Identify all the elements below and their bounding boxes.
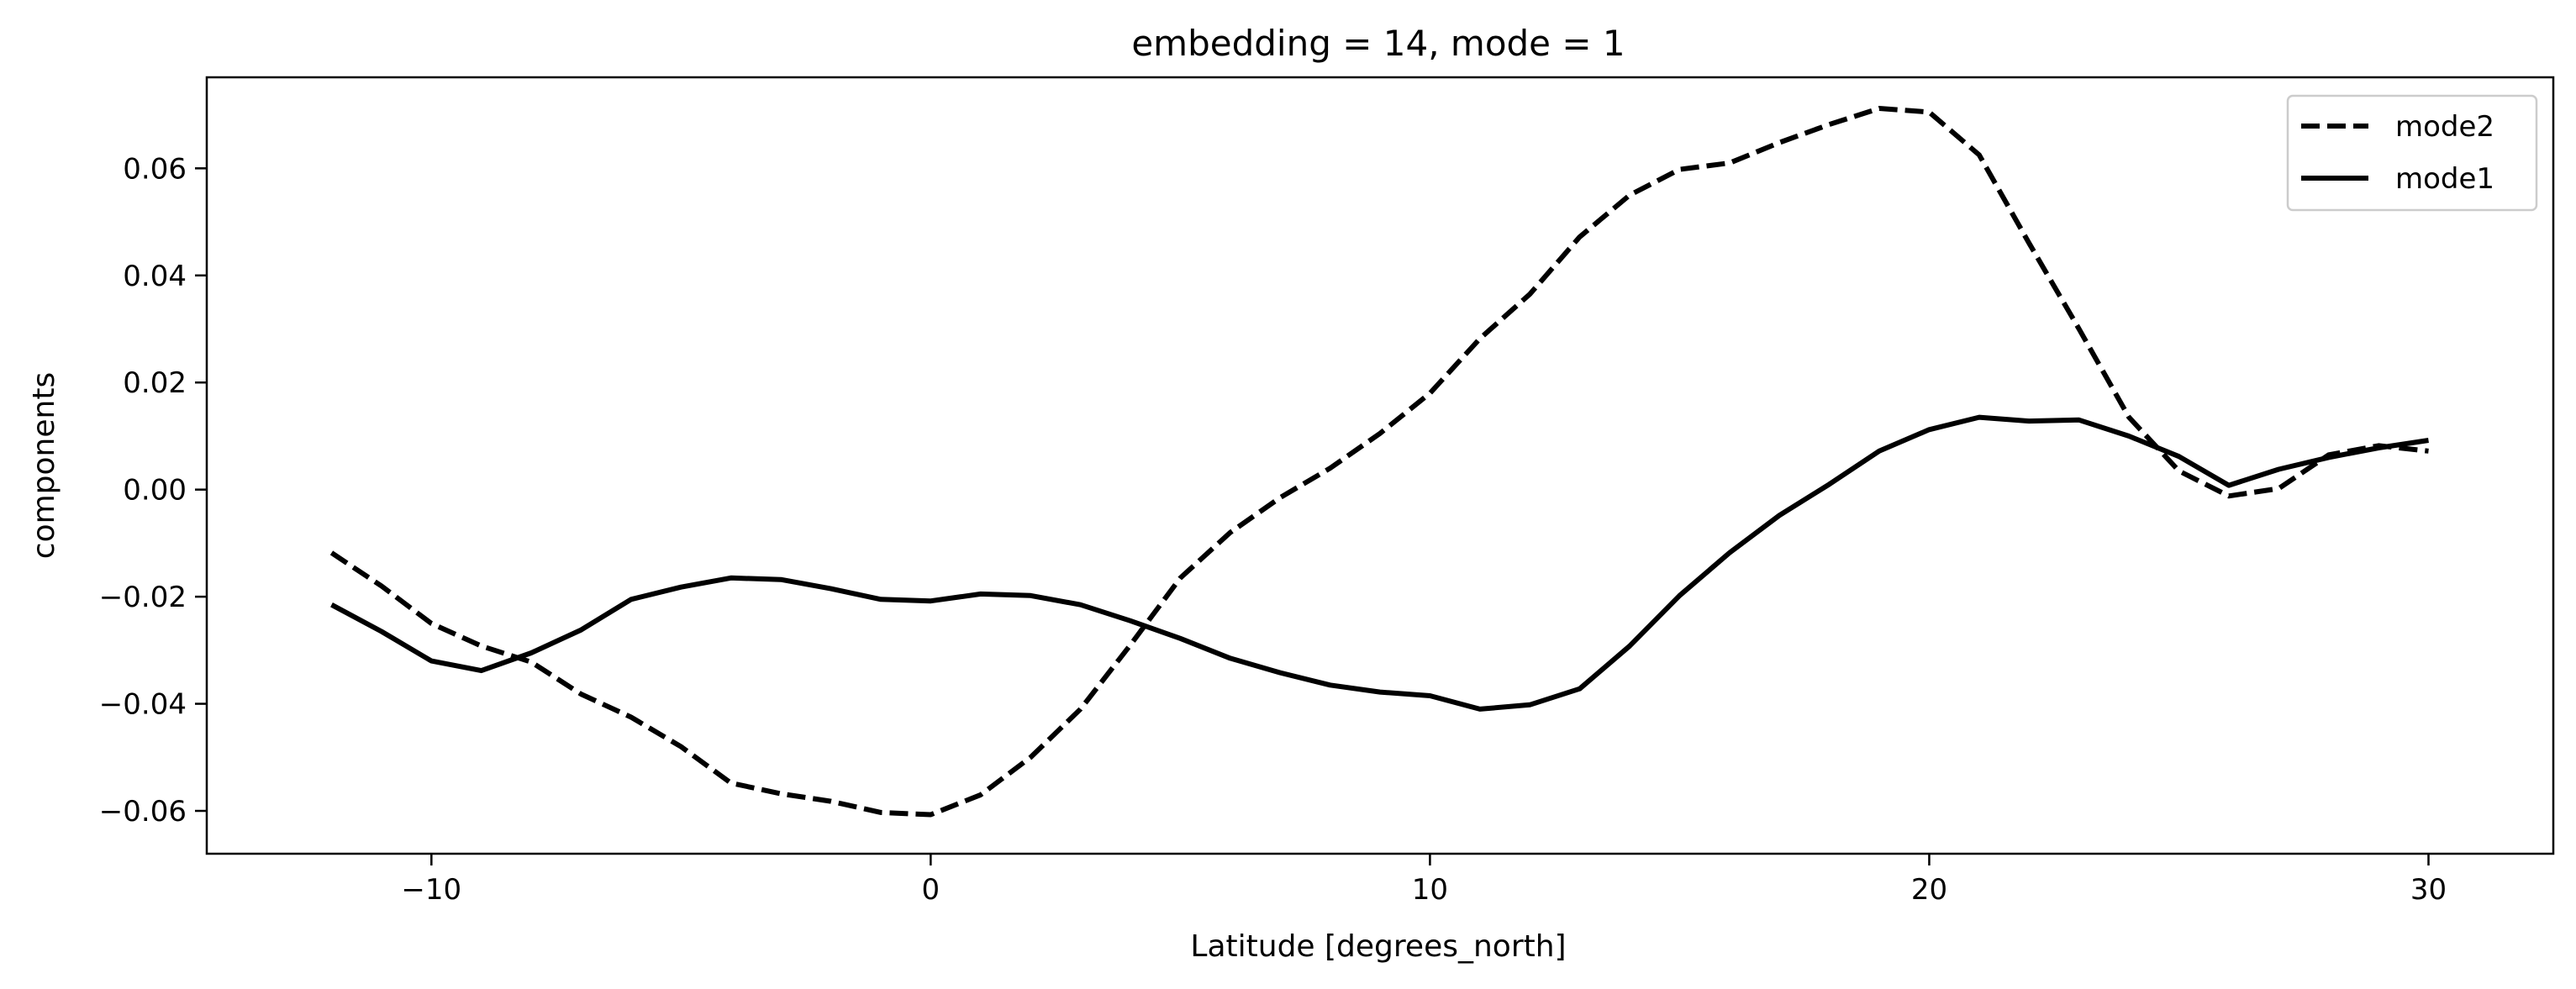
x-tick-label: 20 — [1911, 873, 1947, 907]
series-line-mode1 — [330, 414, 2429, 712]
x-tick-label: 30 — [2410, 873, 2447, 907]
legend-label-mode2: mode2 — [2395, 110, 2494, 144]
y-tick-label: −0.06 — [99, 795, 187, 829]
legend-box — [2286, 94, 2538, 212]
legend: mode2 mode1 — [2286, 94, 2538, 212]
y-tick-label: 0.04 — [123, 260, 187, 293]
y-tick-label: −0.02 — [99, 581, 187, 614]
y-tick-label: −0.04 — [99, 688, 187, 722]
x-tick-label: 10 — [1412, 873, 1448, 907]
x-tick-label: 0 — [922, 873, 940, 907]
legend-label-mode1: mode1 — [2395, 162, 2494, 196]
x-tick-label: −10 — [401, 873, 461, 907]
x-axis-ticks: −10 0 10 20 30 — [401, 854, 2447, 907]
plot-series — [329, 106, 2429, 818]
y-tick-label: 0.06 — [123, 152, 187, 186]
y-axis-label: components — [27, 372, 61, 559]
y-axis-ticks: −0.06 −0.04 −0.02 0.00 0.02 0.04 0.06 — [99, 152, 207, 829]
y-tick-label: 0.02 — [123, 366, 187, 400]
plot-frame — [205, 76, 2555, 855]
chart-title: embedding = 14, mode = 1 — [1131, 23, 1625, 64]
x-axis-label: Latitude [degrees_north] — [1190, 929, 1566, 964]
y-tick-label: 0.00 — [123, 474, 187, 508]
series-line-mode2 — [329, 106, 2429, 818]
